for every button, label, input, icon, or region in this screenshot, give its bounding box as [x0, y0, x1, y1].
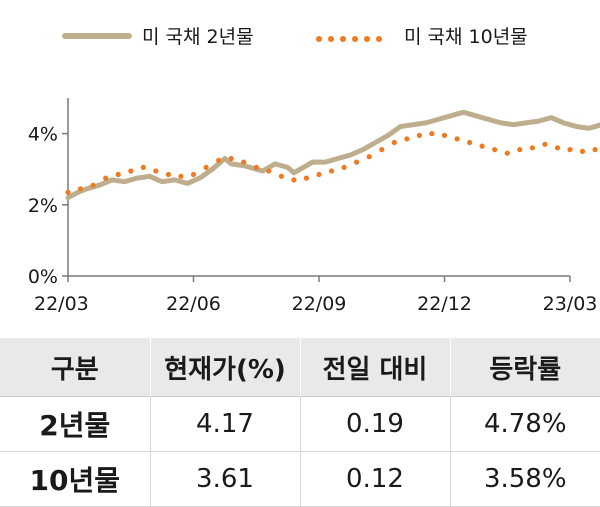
series-point-10y	[567, 147, 573, 153]
legend-dot	[340, 35, 346, 42]
series-point-10y	[341, 164, 347, 170]
table-header-row: 구분 현재가(%) 전일 대비 등락률	[0, 338, 600, 397]
series-point-10y	[579, 148, 586, 154]
yield-line-chart: 0% 2% 4% 22/03 22/06 22/09 22/12 23/03	[28, 98, 600, 315]
series-point-10y	[441, 132, 448, 138]
series-point-10y	[479, 143, 485, 149]
header-category: 구분	[0, 338, 150, 397]
series-point-10y	[467, 139, 473, 146]
x-tick-label: 22/09	[292, 293, 347, 315]
series-point-10y	[278, 173, 284, 179]
series-point-10y	[178, 173, 184, 179]
legend-swatch-dotted	[316, 25, 394, 47]
cell-current: 4.17	[149, 396, 300, 452]
header-rate: 등락률	[449, 338, 600, 397]
series-point-10y	[65, 189, 71, 195]
cell-change: 0.12	[299, 451, 450, 507]
series-point-10y	[379, 147, 385, 153]
x-tick-label: 22/12	[417, 293, 472, 315]
cell-change: 0.19	[299, 396, 450, 452]
legend-item-10y: 미 국채 10년물	[316, 22, 528, 49]
series-point-10y	[492, 147, 498, 153]
series-point-10y	[592, 147, 598, 153]
legend-dot	[352, 35, 358, 42]
series-point-10y	[165, 171, 171, 178]
x-tick-label: 22/03	[34, 293, 89, 315]
y-tick-label: 0%	[28, 266, 58, 288]
series-point-10y	[128, 168, 134, 174]
y-tick-label: 2%	[28, 195, 58, 217]
legend-swatch-solid	[62, 32, 132, 39]
series-point-10y	[77, 186, 84, 192]
series-point-10y	[529, 145, 536, 151]
row-label: 10년물	[0, 451, 150, 507]
series-point-10y	[404, 136, 410, 142]
series-point-10y	[90, 182, 96, 188]
series-point-10y	[291, 177, 297, 183]
series-point-10y	[203, 164, 209, 170]
series-point-10y	[429, 131, 435, 137]
yield-table: 구분 현재가(%) 전일 대비 등락률 2년물 4.17 0.19 4.78% …	[0, 338, 600, 507]
series-point-10y	[504, 150, 510, 156]
legend-dot	[328, 35, 334, 42]
legend-dot	[316, 35, 322, 42]
y-tick-label: 4%	[28, 124, 58, 146]
table-row: 2년물 4.17 0.19 4.78%	[0, 396, 600, 452]
series-point-10y	[542, 141, 548, 147]
series-line-2y	[65, 109, 600, 201]
series-point-10y	[253, 164, 259, 170]
cell-rate: 3.58%	[449, 451, 600, 507]
legend-item-2y: 미 국채 2년물	[62, 22, 254, 49]
x-tick-label: 23/03	[543, 293, 598, 315]
series-point-10y	[316, 171, 322, 178]
row-label: 2년물	[0, 396, 150, 452]
series-point-10y	[103, 175, 109, 181]
chart-series	[65, 109, 600, 201]
legend-dot	[364, 35, 370, 42]
chart-legend: 미 국채 2년물 미 국채 10년물	[0, 22, 600, 58]
series-point-10y	[329, 168, 335, 174]
legend-dot	[376, 35, 382, 42]
series-point-10y	[266, 168, 272, 174]
cell-rate: 4.78%	[449, 396, 600, 452]
legend-label-2y: 미 국채 2년물	[142, 26, 254, 48]
series-point-10y	[216, 157, 222, 163]
table-row: 10년물 3.61 0.12 3.58%	[0, 451, 600, 507]
header-current: 현재가(%)	[149, 338, 300, 397]
cell-current: 3.61	[149, 451, 300, 507]
series-point-10y	[190, 171, 197, 178]
series-point-10y	[228, 155, 234, 162]
series-point-10y	[115, 171, 121, 178]
header-change: 전일 대비	[299, 338, 450, 397]
series-point-10y	[454, 136, 460, 142]
series-point-10y	[354, 159, 360, 165]
series-point-10y	[554, 145, 561, 151]
series-point-10y	[153, 168, 159, 174]
x-tick-label: 22/06	[166, 293, 221, 315]
series-point-10y	[416, 132, 422, 138]
series-point-10y	[517, 147, 523, 153]
series-point-10y	[241, 159, 247, 165]
series-point-10y	[303, 175, 309, 181]
legend-label-10y: 미 국채 10년물	[404, 26, 528, 48]
series-point-10y	[140, 164, 146, 170]
series-point-10y	[366, 154, 372, 160]
series-point-10y	[391, 139, 397, 146]
chart-axes: 0% 2% 4% 22/03 22/06 22/09 22/12 23/03	[28, 98, 598, 315]
